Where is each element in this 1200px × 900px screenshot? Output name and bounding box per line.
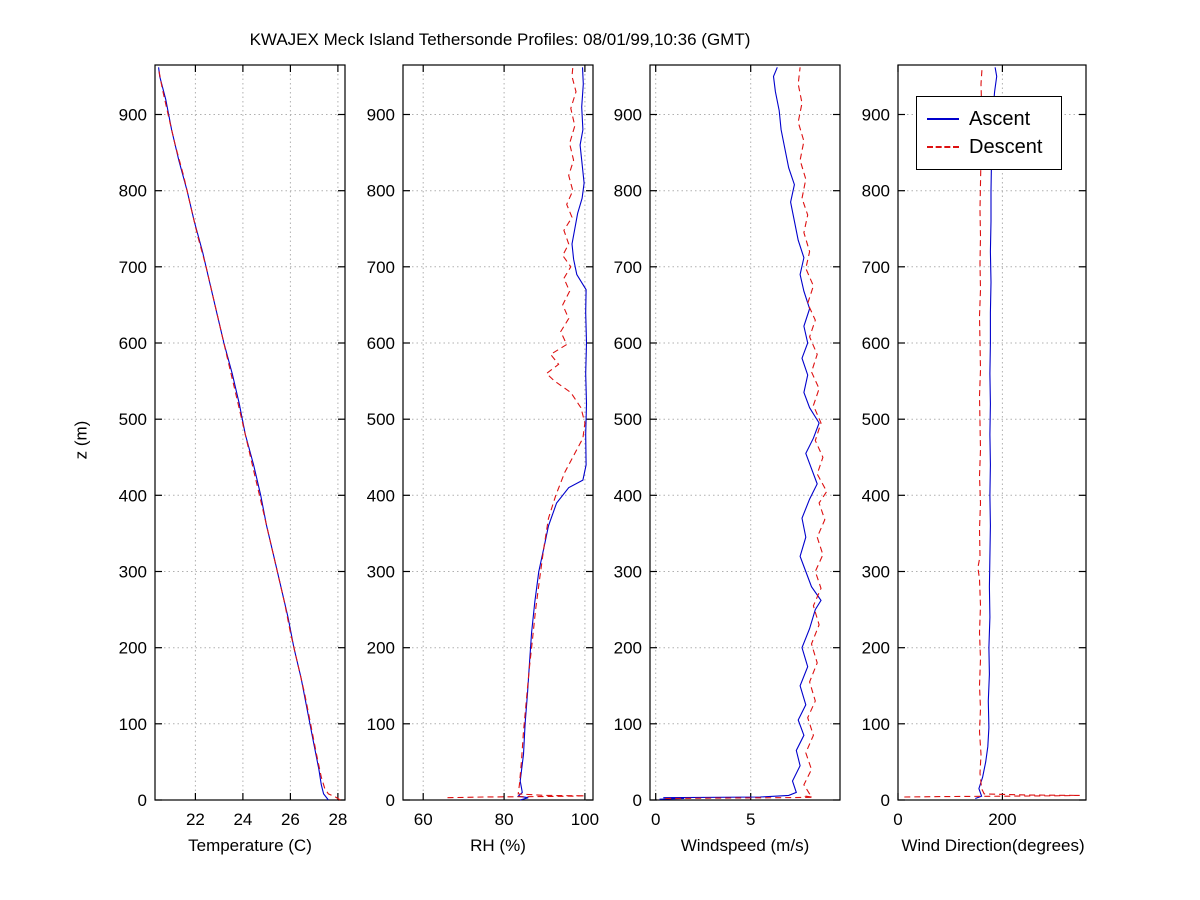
y-tick-label: 300 bbox=[367, 563, 395, 582]
y-tick-label: 100 bbox=[614, 715, 642, 734]
y-tick-label: 600 bbox=[119, 334, 147, 353]
descent-line-sample bbox=[927, 146, 959, 148]
y-tick-label: 400 bbox=[862, 486, 890, 505]
x-tick-label: 24 bbox=[233, 810, 252, 829]
chart-title: KWAJEX Meck Island Tethersonde Profiles:… bbox=[249, 30, 751, 49]
x-tick-label: 80 bbox=[495, 810, 514, 829]
x-tick-label: 5 bbox=[746, 810, 755, 829]
y-tick-label: 900 bbox=[367, 106, 395, 125]
y-tick-label: 500 bbox=[614, 410, 642, 429]
panel-wind-direction: 0 200 0 100 200 300 400 500 600 700 800 900 bbox=[862, 64, 1087, 829]
x-axis-label-temperature: Temperature (C) bbox=[188, 836, 312, 855]
y-tick-label: 400 bbox=[367, 486, 395, 505]
y-tick-label: 700 bbox=[862, 258, 890, 277]
descent-line bbox=[158, 68, 341, 801]
y-tick-label: 200 bbox=[119, 639, 147, 658]
x-tick-label: 0 bbox=[893, 810, 902, 829]
y-tick-label: 900 bbox=[614, 106, 642, 125]
x-tick-label: 100 bbox=[571, 810, 599, 829]
y-tick-label: 300 bbox=[862, 563, 890, 582]
x-tick-label: 28 bbox=[328, 810, 347, 829]
y-tick-label: 800 bbox=[119, 182, 147, 201]
y-tick-label: 300 bbox=[119, 563, 147, 582]
y-tick-label: 300 bbox=[614, 563, 642, 582]
panel-frame bbox=[649, 64, 841, 801]
y-tick-label: 200 bbox=[862, 639, 890, 658]
y-tick-label: 400 bbox=[119, 486, 147, 505]
x-tick-label: 22 bbox=[186, 810, 205, 829]
ascent-line bbox=[158, 67, 329, 801]
y-tick-label: 900 bbox=[862, 106, 890, 125]
y-tick-label: 800 bbox=[367, 182, 395, 201]
y-tick-label: 100 bbox=[367, 715, 395, 734]
y-tick-label: 700 bbox=[119, 258, 147, 277]
panel-temperature: 22 24 26 28 0 100 200 300 400 500 600 700 800 900 bbox=[119, 64, 347, 829]
y-tick-label: 0 bbox=[138, 791, 147, 810]
x-axis-label-wind-direction: Wind Direction(degrees) bbox=[901, 836, 1085, 855]
y-tick-label: 700 bbox=[614, 258, 642, 277]
ascent-line bbox=[975, 67, 998, 800]
panel-frame bbox=[154, 64, 346, 801]
ascent-line bbox=[659, 67, 822, 800]
legend-item-descent: Descent bbox=[927, 133, 1051, 161]
y-tick-label: 0 bbox=[386, 791, 395, 810]
y-tick-label: 0 bbox=[881, 791, 890, 810]
descent-line bbox=[447, 67, 586, 799]
legend-label-descent: Descent bbox=[969, 135, 1043, 158]
x-axis-label-windspeed: Windspeed (m/s) bbox=[680, 836, 810, 855]
y-tick-label: 500 bbox=[119, 410, 147, 429]
y-tick-label: 800 bbox=[614, 182, 642, 201]
legend: Ascent Descent bbox=[916, 96, 1062, 170]
y-tick-label: 400 bbox=[614, 486, 642, 505]
y-tick-label: 100 bbox=[119, 715, 147, 734]
x-tick-label: 0 bbox=[651, 810, 660, 829]
y-tick-label: 100 bbox=[862, 715, 890, 734]
x-tick-label: 26 bbox=[281, 810, 300, 829]
x-tick-label: 200 bbox=[988, 810, 1016, 829]
y-tick-label: 500 bbox=[367, 410, 395, 429]
y-tick-label: 200 bbox=[367, 639, 395, 658]
y-tick-label: 600 bbox=[367, 334, 395, 353]
y-tick-label: 600 bbox=[862, 334, 890, 353]
panel-rh: 60 80 100 0 100 200 300 400 500 600 700 800 900 bbox=[367, 64, 599, 829]
ascent-line-sample bbox=[927, 118, 959, 120]
descent-line bbox=[904, 67, 1080, 798]
y-tick-label: 800 bbox=[862, 182, 890, 201]
y-tick-label: 900 bbox=[119, 106, 147, 125]
x-tick-label: 60 bbox=[414, 810, 433, 829]
legend-item-ascent: Ascent bbox=[927, 105, 1051, 133]
panel-frame bbox=[402, 64, 594, 801]
y-tick-label: 600 bbox=[614, 334, 642, 353]
legend-label-ascent: Ascent bbox=[969, 107, 1031, 130]
panel-frame bbox=[897, 64, 1087, 801]
y-tick-label: 0 bbox=[633, 791, 642, 810]
descent-line bbox=[665, 67, 828, 800]
y-tick-label: 500 bbox=[862, 410, 890, 429]
y-tick-label: 200 bbox=[614, 639, 642, 658]
y-tick-label: 700 bbox=[367, 258, 395, 277]
x-axis-label-rh: RH (%) bbox=[470, 836, 526, 855]
ascent-line bbox=[516, 67, 588, 801]
